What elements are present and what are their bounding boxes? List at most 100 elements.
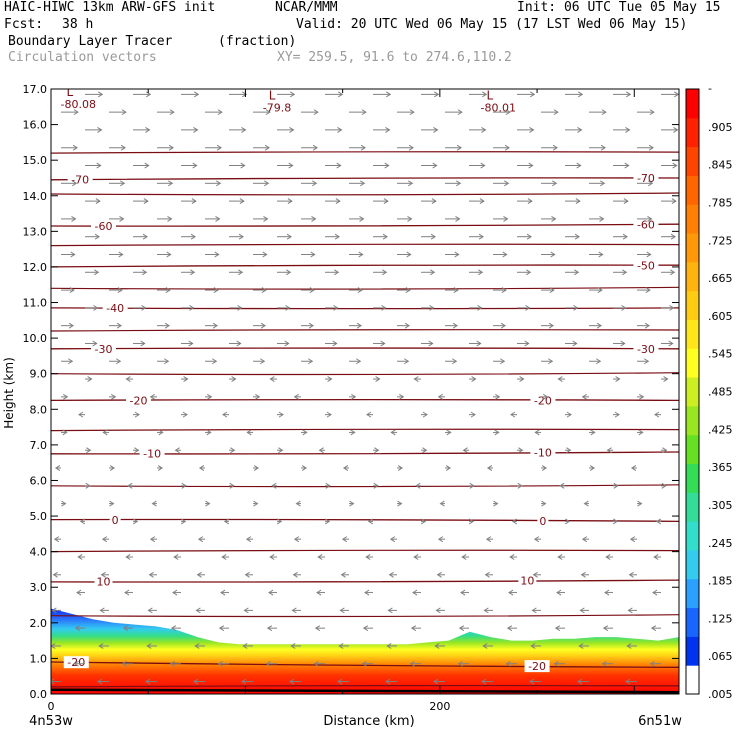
vector-arrowhead [623,198,629,205]
vector-arrowhead [87,376,93,382]
vector-arrowhead [630,465,637,471]
vector-arrowhead [290,643,296,649]
circulation-vectors [51,91,679,685]
colorbar-swatch [686,377,699,407]
contour-label: 10 [520,575,534,588]
vector-arrowhead [265,660,271,667]
vector-arrowhead [278,447,284,454]
colorbar-label: .065 [708,650,733,663]
vector-arrowhead [292,571,298,578]
vector-arrowhead [214,251,220,258]
vector-arrowhead [290,91,296,98]
vector-arrowhead [590,429,596,436]
vector-arrowhead [526,269,532,276]
vector-arrowhead [212,358,218,365]
vector-arrowhead [338,91,344,98]
vector-arrowhead [382,233,389,240]
vector-arrowhead [506,625,513,632]
vector-arrowhead [422,447,428,454]
vector-arrowhead [583,500,589,507]
vector-arrowhead [622,233,629,240]
vector-arrowhead [337,127,343,133]
x-axis-left-end: 4n53w [29,714,73,729]
contour-label: -20 [534,394,552,407]
vector-arrowhead [435,607,441,614]
vector-arrowhead [530,91,536,98]
vector-arrowhead [412,589,418,596]
vector-arrowhead [134,411,140,418]
vector-arrowhead [61,500,67,507]
colorbar-swatch [686,665,699,695]
contour-label-bg [530,446,556,459]
vector-arrowhead [236,340,242,347]
vector-arrowhead [576,162,582,169]
vector-arrowhead [268,589,274,596]
vector-arrowhead [125,554,131,560]
vector-arrowhead [198,465,205,471]
vector-arrowhead [645,287,651,293]
vector-arrowhead [229,482,235,489]
vector-arrowhead [146,643,152,649]
vector-arrowhead [189,304,195,311]
vector-arrowhead [554,625,561,632]
vector-arrowhead [149,393,155,400]
vector-arrowhead [566,411,572,418]
vector-arrowhead [193,127,199,133]
vector-arrowhead [117,287,123,293]
vector-arrowhead [574,233,581,240]
colorbar-label: - [708,82,712,95]
forecast-hours: 38 h [62,17,94,32]
vector-arrowhead [602,625,609,632]
vector-arrowhead [511,518,518,525]
vector-arrowhead [140,340,146,347]
contour-label-bg [518,574,537,587]
contour-label-bg [530,394,556,407]
x-tick-label: 0 [48,700,55,713]
vector-arrowhead [356,322,363,329]
colorbar-swatch [686,578,699,609]
vector-arrowhead [349,500,355,507]
vector-arrowhead [216,144,223,151]
vector-arrowhead [456,144,463,151]
vector-arrowhead [109,465,116,471]
vector-arrowhead [430,269,436,276]
vector-arrowhead [639,393,645,400]
vector-arrowhead [575,198,581,205]
contour-label: -10 [534,446,552,459]
vector-arrowhead [429,304,435,311]
vector-arrowhead [445,465,452,471]
xy-coordinates: XY= 259.5, 91.6 to 274.6,110.2 [277,50,512,65]
vector-arrowhead [263,215,269,222]
vector-arrowhead [141,304,147,311]
vector-arrowhead [541,500,547,507]
vector-arrowhead [253,500,259,507]
vector-arrowhead [437,536,444,543]
contour-label-bg [537,515,549,528]
vector-arrowhead [524,340,530,347]
vector-arrowhead [334,233,341,240]
y-tick-label: 13.0 [23,225,48,238]
vector-arrowhead [504,144,511,151]
vector-arrowhead [433,678,439,685]
vector-arrowhead [194,91,200,98]
contour-line [51,177,679,181]
vector-arrowhead [94,269,100,276]
y-tick-label: 7.0 [30,439,48,452]
vector-arrowhead [606,447,612,454]
vector-arrowhead [382,269,388,276]
vector-arrowhead [134,447,140,454]
vector-arrowhead [111,393,117,400]
vector-arrowhead [92,340,98,347]
vector-arrowhead [309,287,315,293]
colorbar-label: .785 [708,196,733,209]
vector-arrowhead [577,678,583,685]
y-tick-label: 1.0 [30,652,48,665]
vector-arrowhead [500,322,507,329]
vector-arrowhead [122,625,129,632]
colorbar-swatch [686,117,699,148]
vector-arrowhead [74,625,81,632]
colorbar-swatch [686,607,699,637]
vector-arrowhead [316,589,322,596]
vector-arrowhead [168,144,175,151]
vector-arrowhead [334,269,340,276]
